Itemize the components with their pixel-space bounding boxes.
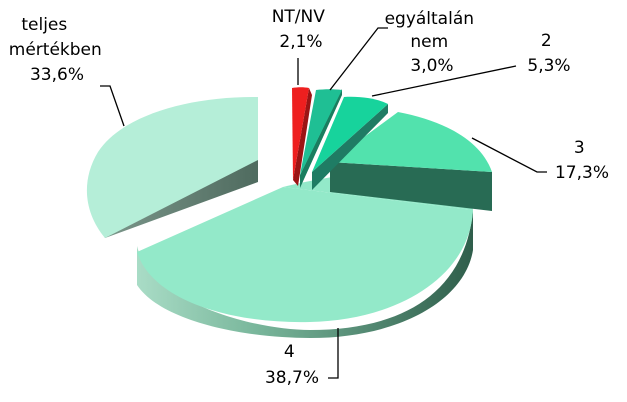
label-4: 4 38,7% xyxy=(265,342,319,388)
slice-3 xyxy=(330,112,492,211)
label-teljes-mertekben: teljes mértékben 33,6% xyxy=(9,15,107,85)
slice-3-top xyxy=(330,112,492,172)
slice-ntnv-side xyxy=(293,88,312,186)
slice-egyaltalan-top xyxy=(300,89,342,175)
label-3: 3 17,3% xyxy=(555,138,609,183)
slice-2-side xyxy=(312,104,388,190)
label-nt-nv: NT/NV 2,1% xyxy=(272,7,331,52)
slice-egyaltalan-side xyxy=(300,89,342,188)
slice-ntnv-top xyxy=(292,87,309,180)
label-egyaltalan-nem: egyáltalán nem 3,0% xyxy=(385,9,480,76)
slice-2-top xyxy=(312,96,388,172)
leader-4 xyxy=(328,328,339,379)
leader-teljes-mertekben xyxy=(100,85,125,127)
slice-egyaltalan-nem xyxy=(300,89,342,188)
slice-nt-nv xyxy=(292,87,312,186)
leader-2 xyxy=(371,65,517,97)
slice-3-side xyxy=(330,162,492,211)
label-2: 2 5,3% xyxy=(527,31,570,76)
slice-4-top xyxy=(137,187,473,323)
leader-3 xyxy=(471,137,547,173)
slice-teljes-top xyxy=(86,96,258,238)
slice-teljes-merteckben xyxy=(86,96,258,238)
slice-2 xyxy=(312,96,388,190)
leader-egyaltalan-nem xyxy=(329,27,388,91)
